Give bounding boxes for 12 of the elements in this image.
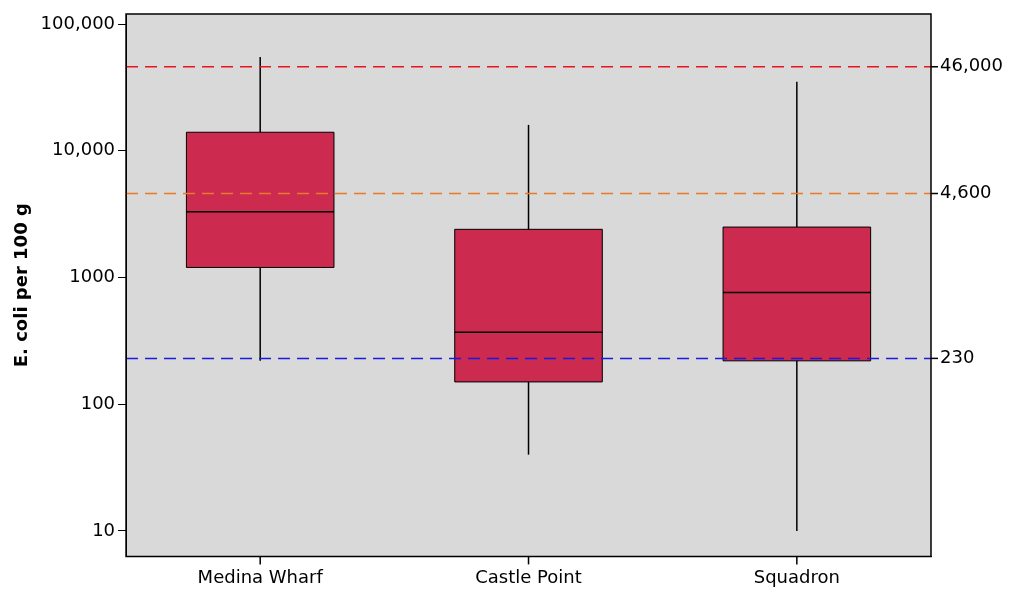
y-tick-label: 10,000 [52, 138, 116, 160]
ref-line-label: 46,000 [940, 54, 1003, 76]
x-tick-label: Squadron [753, 565, 840, 587]
y-tick-label: 100,000 [40, 11, 116, 33]
x-tick-label: Castle Point [475, 565, 582, 587]
y-axis-title: E. coli per 100 g [10, 203, 32, 368]
y-tick-label: 1000 [69, 265, 116, 287]
y-tick-label: 100 [80, 391, 116, 413]
ref-line-label: 230 [940, 346, 975, 368]
ref-line-label: 4,600 [940, 181, 992, 203]
x-tick-label: Medina Wharf [197, 565, 324, 587]
y-tick-label: 10 [92, 518, 116, 540]
